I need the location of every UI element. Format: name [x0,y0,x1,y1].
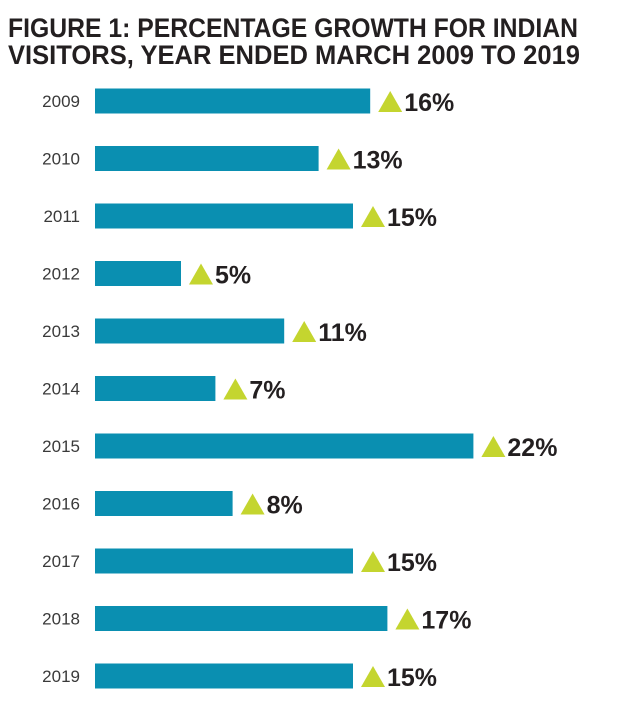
data-label: 22% [507,434,557,462]
bar [95,203,353,229]
category-label: 2012 [42,265,80,284]
bar [95,376,216,401]
category-label: 2015 [42,437,80,456]
data-label: 15% [387,204,437,232]
up-triangle-icon [395,608,420,630]
bar [95,606,388,631]
category-label: 2014 [42,380,80,399]
data-label: 15% [387,664,437,692]
bar [95,433,474,459]
up-triangle-icon [240,493,265,515]
data-label: 7% [249,377,285,405]
bar [95,146,319,171]
up-triangle-icon [378,91,403,112]
category-label: 2019 [42,667,80,686]
category-label: 2013 [42,322,80,341]
data-label: 11% [318,319,367,347]
category-label: 2017 [42,552,80,571]
category-label: 2011 [43,207,80,226]
category-label: 2009 [42,92,80,111]
data-label: 16% [404,89,454,117]
up-triangle-icon [361,666,385,687]
chart-title-line-1: FIGURE 1: PERCENTAGE GROWTH FOR INDIAN [8,13,578,43]
up-triangle-icon [361,551,385,572]
bar [95,318,285,344]
up-triangle-icon [223,378,248,400]
up-triangle-icon [326,148,351,170]
category-label: 2010 [42,150,80,169]
data-label: 8% [267,492,303,520]
bar [95,88,371,114]
chart-title-line-2: VISITORS, YEAR ENDED MARCH 2009 TO 2019 [8,40,580,70]
category-label: 2018 [42,610,80,629]
data-label: 5% [215,262,251,290]
category-label: 2016 [42,495,80,514]
data-label: 15% [387,549,437,577]
data-label: 13% [353,147,403,175]
up-triangle-icon [292,321,317,342]
up-triangle-icon [481,436,506,457]
bar [95,548,353,574]
up-triangle-icon [189,263,213,285]
bar [95,663,353,689]
bar [95,491,233,516]
bar [95,261,181,286]
up-triangle-icon [361,206,385,227]
data-label: 17% [421,607,471,635]
